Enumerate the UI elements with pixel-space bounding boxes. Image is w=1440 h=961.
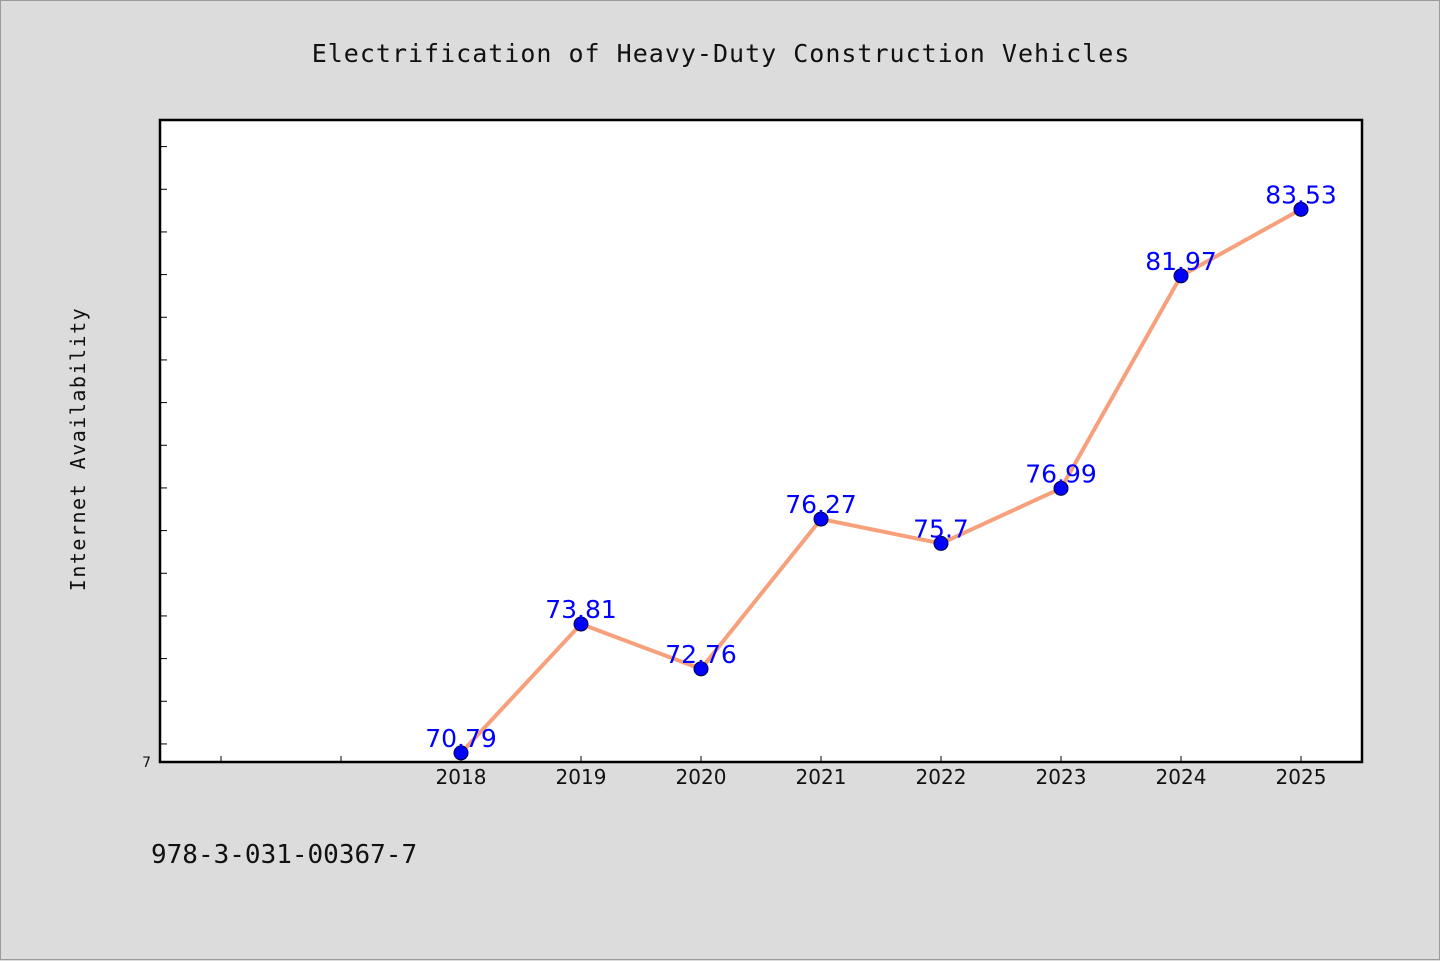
data-point	[1293, 201, 1309, 217]
y-axis-ticks	[161, 146, 167, 745]
chart-title: Electrification of Heavy-Duty Constructi…	[312, 39, 1131, 68]
isbn-footer: 978-3-031-00367-7	[151, 840, 417, 870]
data-point	[1053, 480, 1069, 496]
data-label: 81.97	[1145, 247, 1217, 276]
x-tick-label: 2020	[676, 765, 727, 789]
data-point	[573, 616, 589, 632]
data-label: 76.99	[1025, 459, 1097, 488]
x-tick-label: 2025	[1276, 765, 1327, 789]
series-layer	[453, 201, 1309, 761]
data-point	[693, 661, 709, 677]
data-label: 73.81	[545, 595, 617, 624]
x-tick-label: 2023	[1036, 765, 1087, 789]
data-labels: 70.79 73.81 72.76 76.27 75.7 76.99 81.97 83.53	[425, 180, 1337, 753]
data-point	[933, 535, 949, 551]
x-tick-label: 2024	[1156, 765, 1207, 789]
data-point	[453, 745, 469, 761]
x-tick-label: 2018	[436, 765, 487, 789]
x-axis-tick-labels: 2018 2019 2020 2021 2022 2023 2024 2025	[436, 765, 1327, 789]
data-label: 70.79	[425, 724, 497, 753]
y-axis-min-label: 7	[142, 755, 151, 771]
data-point	[813, 511, 829, 527]
data-point	[1173, 268, 1189, 284]
series-line	[459, 207, 1303, 755]
plot-area	[158, 118, 1364, 764]
x-tick-label: 2019	[556, 765, 607, 789]
y-axis-label: Internet Availability	[66, 307, 90, 591]
data-label: 75.7	[913, 514, 969, 543]
x-tick-label: 2021	[796, 765, 847, 789]
data-label: 72.76	[665, 640, 737, 669]
data-label: 76.27	[785, 490, 857, 519]
x-tick-label: 2022	[916, 765, 967, 789]
data-label: 83.53	[1265, 180, 1337, 209]
